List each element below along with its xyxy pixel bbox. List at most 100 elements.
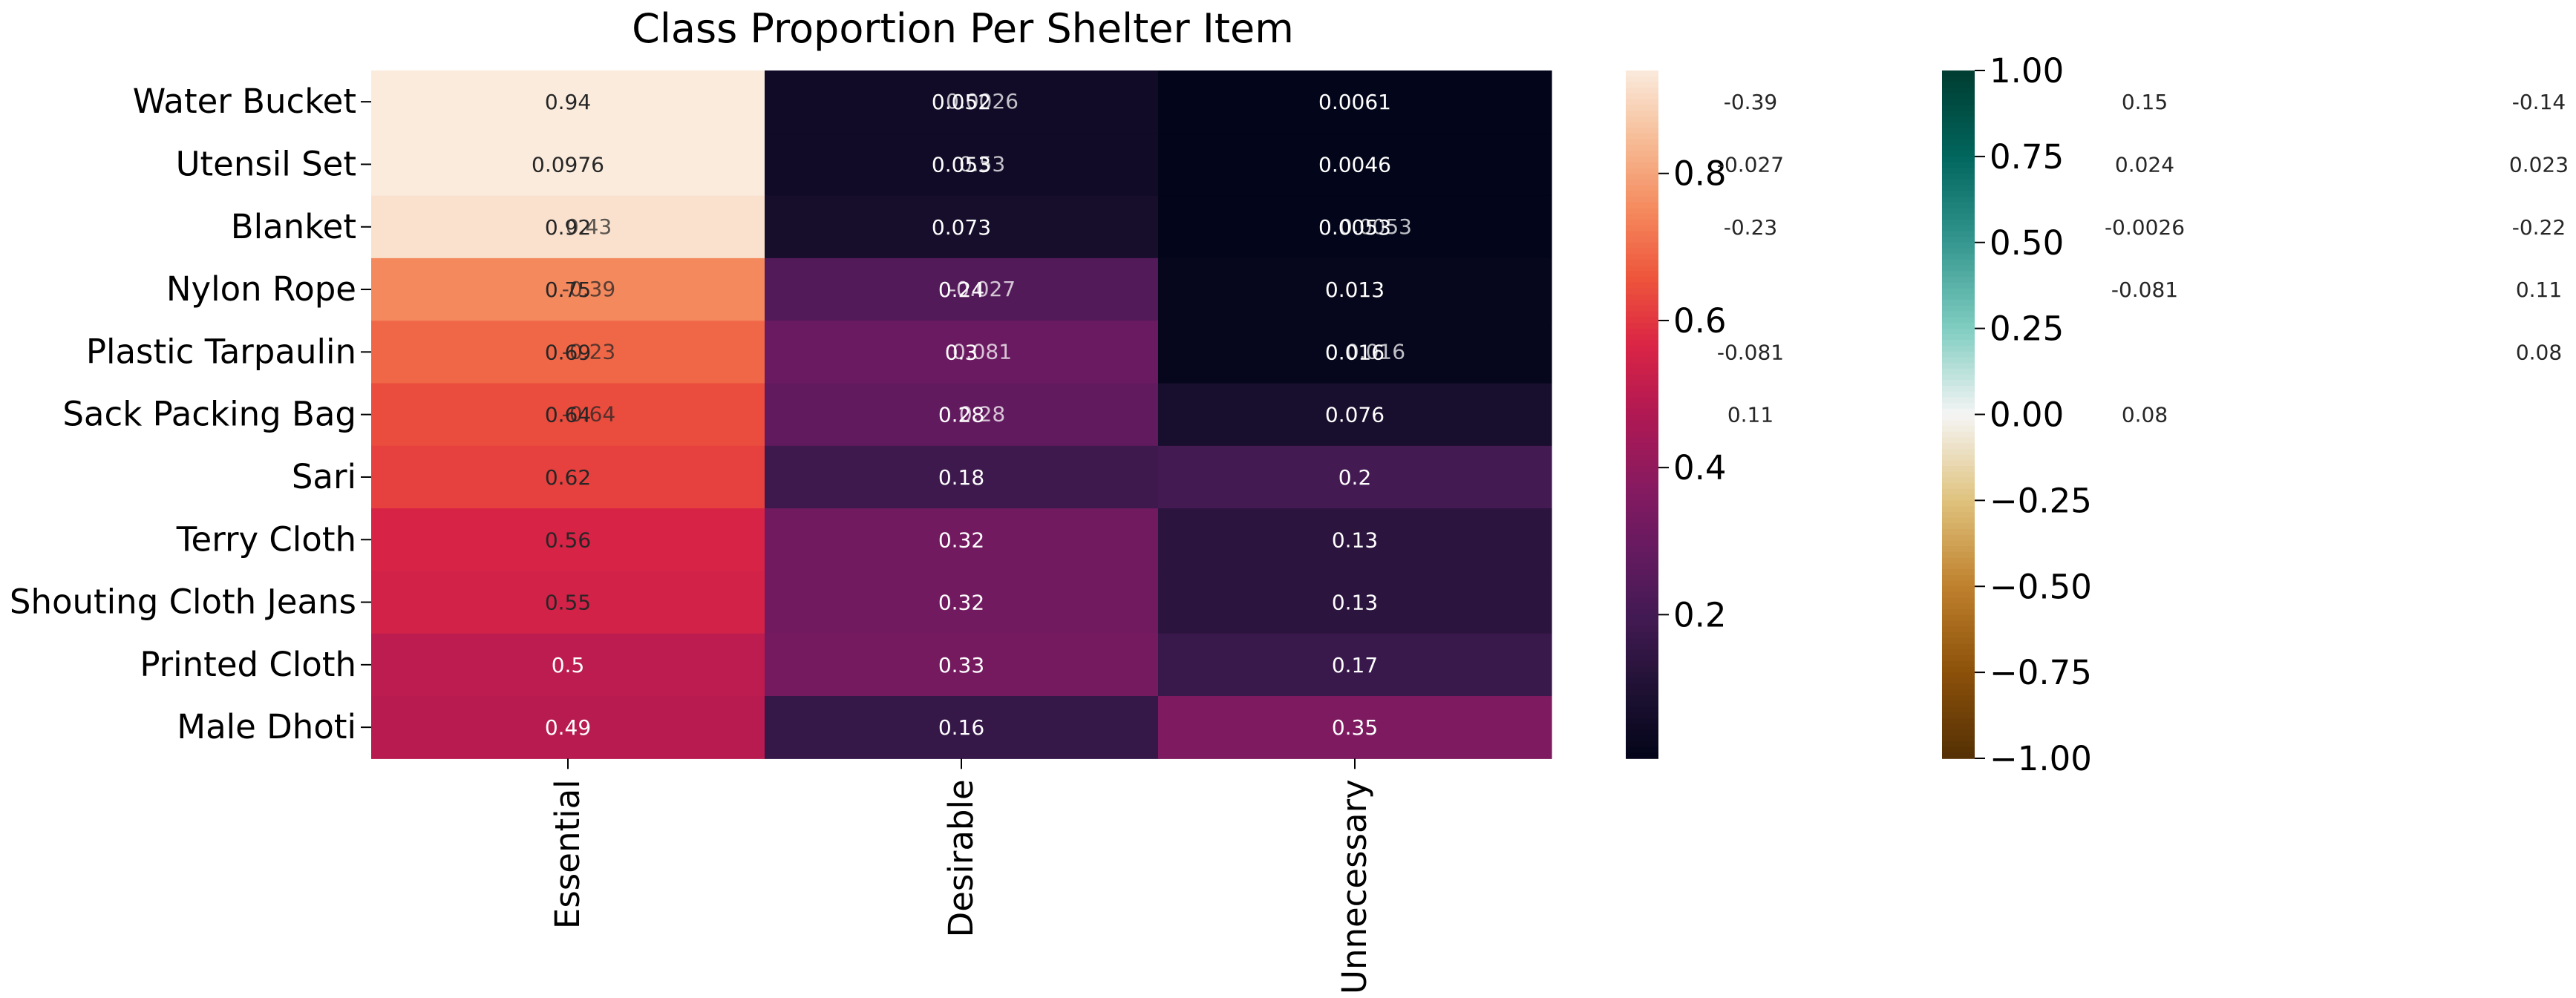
chart-title: Class Proportion Per Shelter Item [632, 5, 1294, 52]
colorbar-segment [1942, 231, 1975, 237]
colorbar-segment [1626, 357, 1658, 364]
floating-label: 0.15 [2122, 90, 2168, 114]
colorbar-segment [1626, 511, 1658, 519]
colorbar-segment [1626, 483, 1658, 490]
cell-label: 0.0053 [1318, 215, 1391, 240]
colorbar-segment [1942, 420, 1975, 427]
colorbar-tick-label: −0.50 [1990, 567, 2092, 606]
colorbar-segment [1942, 683, 1975, 691]
colorbar-segment [1942, 408, 1975, 416]
colorbar-segment [1942, 752, 1975, 759]
colorbar-segment [1626, 500, 1658, 507]
cell-label: 0.13 [1332, 528, 1378, 552]
colorbar-segment [1942, 443, 1975, 450]
colorbar-segment [1942, 391, 1975, 398]
overlapping-label: 0.28 [959, 402, 1005, 427]
colorbar-segment [1626, 334, 1658, 341]
colorbar-segment [1626, 557, 1658, 565]
colorbar-segment [1626, 174, 1658, 180]
colorbar-segment [1942, 523, 1975, 530]
colorbar-segment [1626, 362, 1658, 370]
colorbar-segment [1626, 288, 1658, 295]
cell-label: 0.013 [1325, 278, 1385, 302]
colorbar-segment [1626, 242, 1658, 249]
x-tick-label: Unnecessary [1335, 779, 1374, 994]
cell-label: 0.69 [545, 340, 591, 364]
colorbar-segment [1626, 597, 1658, 605]
floating-label: -0.14 [2512, 90, 2566, 114]
colorbar-segment [1942, 248, 1975, 255]
colorbar-segment [1942, 368, 1975, 375]
colorbar-segment [1942, 185, 1975, 192]
colorbar-segment [1626, 191, 1658, 197]
overlapping-label: 0.0026 [946, 89, 1019, 114]
colorbar-segment [1942, 574, 1975, 582]
colorbar-segment [1942, 294, 1975, 301]
colorbar-segment [1942, 488, 1975, 496]
cell-label: 0.35 [1332, 715, 1378, 740]
colorbar-segment [1626, 111, 1658, 117]
colorbar-segment [1942, 494, 1975, 502]
colorbar-segment [1942, 700, 1975, 708]
colorbar-segment [1942, 454, 1975, 462]
colorbar-segment [1626, 282, 1658, 289]
cell-label: 0.053 [932, 152, 991, 177]
colorbar-segment [1942, 735, 1975, 742]
colorbar-segment [1626, 76, 1658, 83]
colorbar-segment [1942, 237, 1975, 243]
colorbar-segment [1942, 746, 1975, 754]
colorbar-segment [1626, 746, 1658, 754]
colorbar-segment [1626, 471, 1658, 479]
heatmap-cell [1158, 571, 1552, 634]
colorbar-segment [1626, 368, 1658, 375]
heatmap-cell [1158, 383, 1552, 447]
colorbar-segment [1942, 385, 1975, 393]
colorbar-segment [1626, 133, 1658, 140]
colorbar-segment [1626, 517, 1658, 525]
colorbar-segment [1942, 609, 1975, 616]
colorbar-segment [1626, 317, 1658, 324]
colorbar-segment [1942, 88, 1975, 94]
cell-label: 0.073 [932, 215, 991, 240]
heatmap-cell [765, 571, 1159, 634]
colorbar-segment [1626, 311, 1658, 318]
colorbar-segment [1626, 277, 1658, 283]
colorbar-segment [1942, 677, 1975, 685]
colorbar-diverging: 1.00 0.75 0.50 0.25 0.00 −0.25 −0.50 −0.75 −1.00 [1942, 51, 2092, 778]
colorbar-segment [1626, 431, 1658, 439]
colorbar-segment [1942, 460, 1975, 467]
overlapping-label: -0.027 [949, 277, 1016, 301]
colorbar-segment [1942, 145, 1975, 151]
heatmap-cell [765, 383, 1159, 447]
colorbar-segment [1626, 420, 1658, 427]
colorbar-segment [1626, 460, 1658, 467]
colorbar-segment [1942, 105, 1975, 111]
colorbar-segment [1942, 706, 1975, 713]
colorbar-segment [1942, 529, 1975, 536]
colorbar-segment [1942, 76, 1975, 83]
colorbar-segment [1942, 569, 1975, 576]
heatmap-cell [765, 133, 1159, 197]
colorbar-segment [1942, 626, 1975, 633]
colorbar-segment [1942, 477, 1975, 484]
y-tick-label: Sari [292, 457, 356, 496]
cell-label: 0.62 [545, 465, 591, 490]
colorbar-segment [1626, 632, 1658, 639]
heatmap-cell [371, 195, 765, 259]
colorbar-segment [1942, 397, 1975, 404]
colorbar-segment [1942, 162, 1975, 169]
colorbar-segment [1626, 654, 1658, 662]
colorbar-segment [1942, 614, 1975, 622]
colorbar-segment [1942, 534, 1975, 542]
colorbar-segment [1626, 151, 1658, 157]
colorbar-segment [1626, 551, 1658, 559]
colorbar-segment [1942, 500, 1975, 507]
colorbar-segment [1942, 208, 1975, 214]
colorbar-tick-label: 0.00 [1990, 395, 2064, 435]
colorbar-segment [1942, 718, 1975, 725]
colorbar-segment [1626, 695, 1658, 702]
colorbar-segment [1626, 122, 1658, 129]
colorbar-segment [1626, 185, 1658, 192]
x-tick-label: Desirable [941, 779, 981, 937]
y-tick-label: Water Bucket [133, 82, 356, 121]
